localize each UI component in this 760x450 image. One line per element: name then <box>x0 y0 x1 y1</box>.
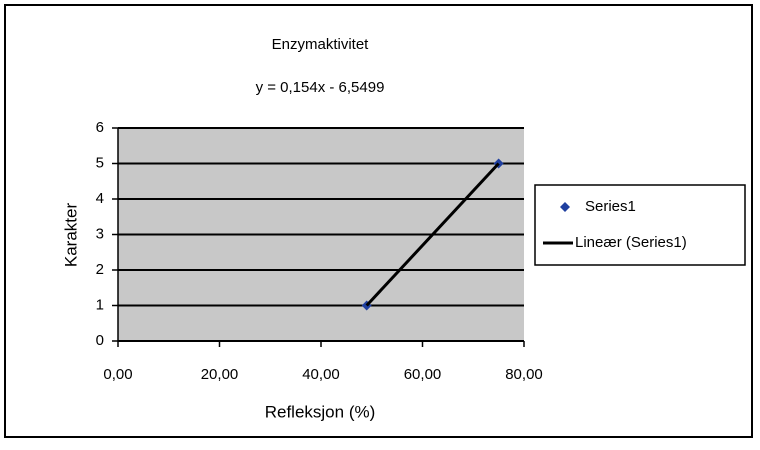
y-tick-label: 4 <box>96 190 104 207</box>
x-tick-label: 60,00 <box>404 366 442 383</box>
trendline <box>365 162 500 307</box>
x-tick-label: 0,00 <box>103 366 132 383</box>
trendline-equation: y = 0,154x - 6,5499 <box>256 79 385 96</box>
legend-label: Lineær (Series1) <box>575 234 687 251</box>
x-tick-label: 40,00 <box>302 366 340 383</box>
y-tick-label: 6 <box>96 119 104 136</box>
legend-marker <box>560 202 570 212</box>
y-tick-label: 3 <box>96 225 104 242</box>
legend-label: Series1 <box>585 198 636 215</box>
y-tick-label: 0 <box>96 332 104 349</box>
y-tick-label: 2 <box>96 261 104 278</box>
y-axis-label: Karakter <box>61 203 80 268</box>
y-tick-label: 1 <box>96 296 104 313</box>
x-tick-label: 20,00 <box>201 366 239 383</box>
legend-box <box>534 184 746 266</box>
x-axis-label: Refleksjon (%) <box>265 402 376 421</box>
chart-title: Enzymaktivitet <box>272 36 370 53</box>
x-tick-label: 80,00 <box>505 366 543 383</box>
y-tick-label: 5 <box>96 154 104 171</box>
